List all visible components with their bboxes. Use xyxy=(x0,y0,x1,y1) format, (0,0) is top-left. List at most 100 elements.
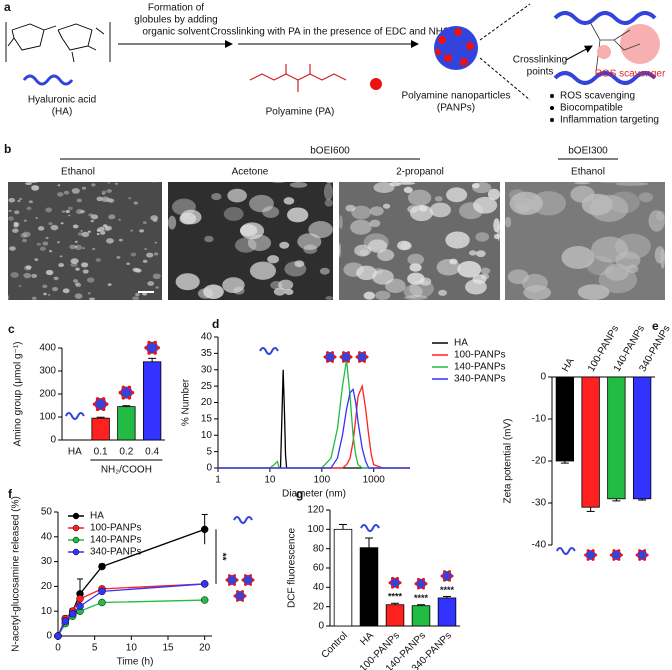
nanoparticle-dot xyxy=(144,346,148,350)
nanoparticle-dot xyxy=(443,570,446,574)
y-tick-label: 0 xyxy=(540,372,546,383)
y-tick-label: -10 xyxy=(532,414,547,425)
ha-label: Hyaluronic acid xyxy=(28,95,96,106)
y-tick-label: 30 xyxy=(201,364,213,375)
legend-marker xyxy=(72,524,80,532)
nanoparticle-dot xyxy=(450,574,454,578)
nanoparticle-icon xyxy=(341,352,351,362)
bar xyxy=(359,547,379,627)
texture xyxy=(108,214,116,220)
texture xyxy=(81,231,90,238)
nanoparticle-icon xyxy=(637,550,648,560)
panel-label: d xyxy=(212,317,219,331)
nanoparticle-dot xyxy=(448,570,451,574)
y-tick-label: 400 xyxy=(39,343,56,354)
marker xyxy=(68,609,77,618)
nanoparticle-dot xyxy=(591,557,595,561)
texture xyxy=(74,293,83,299)
texture xyxy=(409,263,422,272)
nanoparticle-dot xyxy=(424,582,428,586)
legend-label: 100-PANPs xyxy=(90,523,142,534)
texture xyxy=(319,267,330,275)
texture xyxy=(96,233,100,236)
texture xyxy=(577,284,610,300)
texture xyxy=(267,255,280,264)
bullet-text: Inflammation targeting xyxy=(560,115,659,126)
texture xyxy=(227,188,247,203)
nanoparticle-dot xyxy=(448,578,451,582)
panel-label: c xyxy=(8,322,15,336)
texture xyxy=(523,285,552,300)
nanoparticle-dot xyxy=(95,397,100,401)
texture xyxy=(77,232,83,236)
texture xyxy=(363,233,389,251)
texture xyxy=(57,192,64,197)
x-tick-label: 10 xyxy=(264,475,276,486)
texture xyxy=(31,273,38,278)
texture xyxy=(31,185,40,191)
nanoparticle-dot xyxy=(127,385,132,390)
panel-label: b xyxy=(4,142,11,156)
nanoparticle-dot xyxy=(635,553,639,557)
nanoparticle-dot xyxy=(244,574,247,578)
y-tick-label: 40 xyxy=(201,332,213,343)
nanoparticle-dot xyxy=(241,590,244,594)
texture xyxy=(114,182,119,185)
texture xyxy=(68,214,71,217)
nanoparticle-dot xyxy=(365,355,369,359)
legend-label: 340-PANPs xyxy=(90,547,142,558)
significance: **** xyxy=(388,592,403,602)
y-tick-label: 0 xyxy=(50,435,56,446)
nanoparticle-dot xyxy=(398,581,402,585)
texture xyxy=(35,216,38,219)
step-text: globules by adding xyxy=(134,15,217,26)
texture xyxy=(294,260,305,268)
y-tick-label: 100 xyxy=(307,524,324,535)
nanoparticle-dot xyxy=(391,576,394,580)
solvent-label: Ethanol xyxy=(571,167,605,178)
texture xyxy=(204,235,214,243)
texture xyxy=(132,296,140,301)
y-tick-label: 40 xyxy=(41,531,53,542)
texture xyxy=(142,221,147,225)
y-tick-label: 40 xyxy=(313,582,325,593)
texture xyxy=(91,183,96,187)
nanoparticle-dot xyxy=(241,598,244,602)
texture xyxy=(9,246,16,251)
texture xyxy=(345,204,356,212)
texture xyxy=(101,192,105,195)
nanoparticle-dot xyxy=(326,359,329,363)
marker xyxy=(54,632,62,640)
nanoparticle-dot xyxy=(619,553,623,557)
nanoparticle-dot xyxy=(586,557,590,561)
nanoparticle-dot xyxy=(440,574,444,578)
texture xyxy=(505,216,512,228)
bar xyxy=(411,605,431,627)
step-text: organic solvent xyxy=(142,27,209,38)
nanoparticle-icon xyxy=(325,352,335,362)
texture xyxy=(249,194,274,213)
nanoparticle-dot xyxy=(417,586,420,590)
texture xyxy=(397,182,416,185)
marker xyxy=(98,598,106,607)
y-tick-label: 60 xyxy=(313,563,325,574)
ros-label: ROS scavenger xyxy=(595,69,666,80)
nanoparticle-dot xyxy=(645,553,649,557)
texture xyxy=(239,224,258,237)
texture xyxy=(273,287,286,296)
nanoparticle-dot xyxy=(95,407,100,412)
texture xyxy=(69,244,76,250)
texture xyxy=(57,184,61,187)
step-text: Crosslinking with PA in the presence of … xyxy=(210,27,450,38)
texture xyxy=(37,226,45,231)
texture xyxy=(53,276,59,281)
nanoparticle-dot xyxy=(153,340,157,345)
texture xyxy=(65,209,70,213)
y-tick-label: 300 xyxy=(39,366,56,377)
texture xyxy=(373,182,395,193)
texture xyxy=(249,261,277,280)
y-tick-label: 20 xyxy=(313,601,325,612)
